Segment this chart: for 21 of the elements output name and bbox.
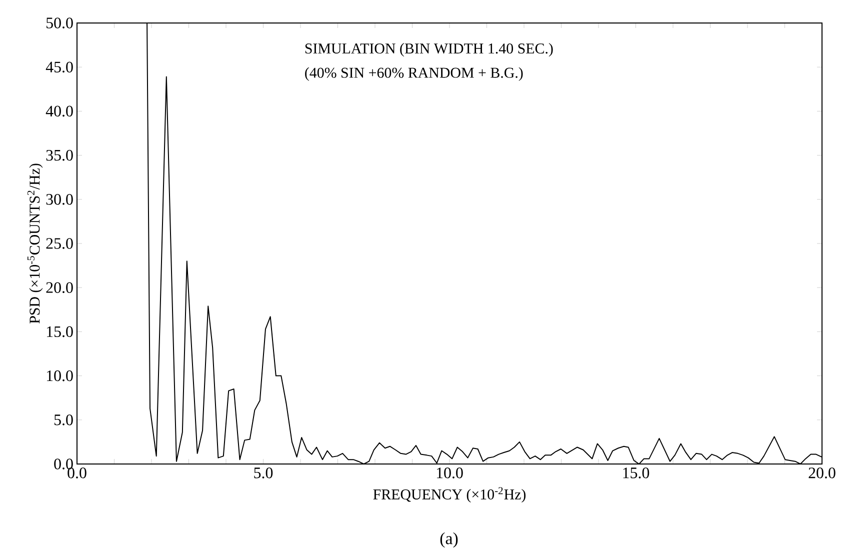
y-tick-label: 50.0 xyxy=(46,18,73,28)
text: (a) xyxy=(440,532,458,548)
x-tick-label: 15.0 xyxy=(623,468,650,478)
x-axis-title: FREQUENCY (×10$^{-2}$Hz) xyxy=(373,487,526,503)
y-tick-label: 25.0 xyxy=(46,238,73,249)
y-tick-label: 5.0 xyxy=(54,414,73,426)
y-axis-title: PSD (×10$^{-5}$COUNTS$^{2}$/Hz) xyxy=(27,164,43,324)
y-tick-label: 15.0 xyxy=(46,326,73,338)
x-tick-label: 5.0 xyxy=(254,468,273,478)
y-tick-label: 20.0 xyxy=(46,282,73,294)
annotation: (40% SIN +60% RANDOM + B.G.) xyxy=(305,67,523,81)
y-tick-label: 0.0 xyxy=(54,458,73,470)
y-tick-label: 30.0 xyxy=(46,194,73,205)
y-tick-label: 45.0 xyxy=(46,62,73,73)
x-tick-label: 0.0 xyxy=(68,468,86,478)
x-tick-label: 10.0 xyxy=(436,468,463,478)
y-tick-label: 40.0 xyxy=(46,106,73,117)
y-tick-label: 35.0 xyxy=(46,150,73,161)
annotation: SIMULATION (BIN WIDTH 1.40 SEC.) xyxy=(305,43,553,57)
y-tick-label: 10.0 xyxy=(46,370,73,382)
x-tick-label: 20.0 xyxy=(808,468,836,478)
